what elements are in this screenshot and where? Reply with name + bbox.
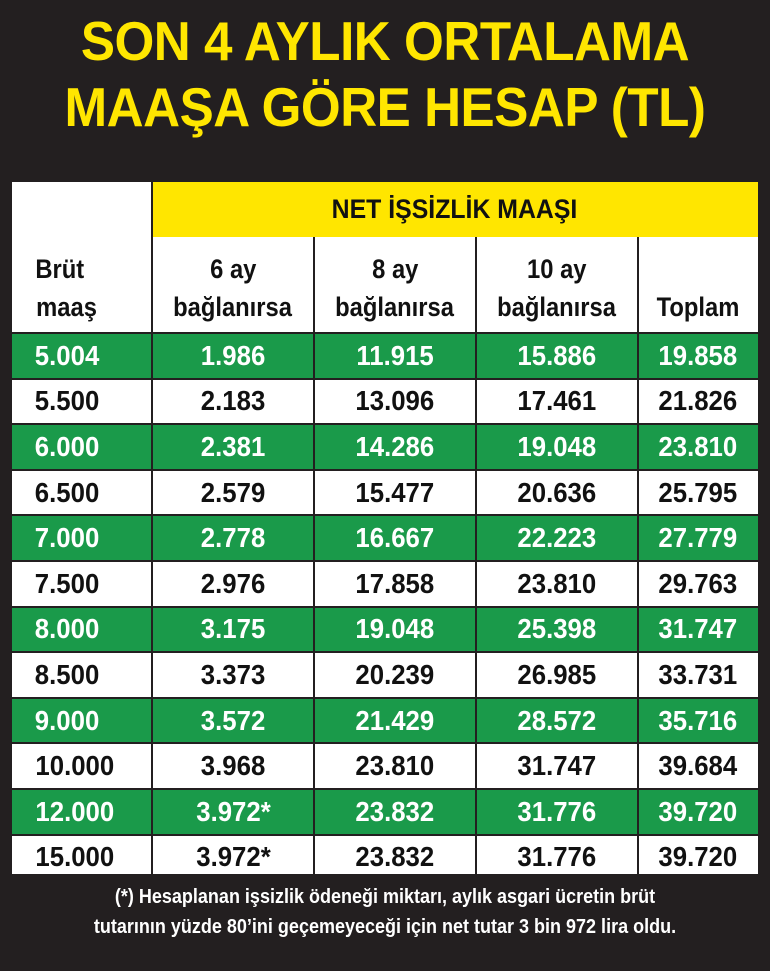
eight-month-cell: 17.858: [355, 567, 435, 599]
brut-salary-cell: 6.500: [34, 476, 100, 508]
total-cell: 31.747: [658, 613, 738, 645]
eight-month-cell: 23.832: [355, 841, 435, 873]
total-cell: 35.716: [658, 704, 738, 736]
total-cell: 33.731: [658, 658, 738, 690]
ten-month-cell: 15.886: [517, 339, 597, 371]
ten-month-cell: 31.776: [517, 795, 597, 827]
brut-salary-cell: 7.000: [34, 522, 100, 554]
table-row: 8.500 3.373 20.239 26.985 33.731: [12, 653, 758, 699]
column-header-brut: Brüt maaş: [35, 254, 97, 322]
ten-month-cell: 25.398: [517, 613, 597, 645]
footnote-line-2: tutarının yüzde 80’ini geçemeyeceği için…: [93, 916, 677, 938]
brut-salary-cell: 9.000: [34, 704, 100, 736]
table-row: 10.000 3.968 23.810 31.747 39.684: [12, 744, 758, 790]
six-month-cell: 3.968: [200, 750, 266, 782]
column-divider: [151, 182, 153, 874]
eight-month-cell: 20.239: [355, 658, 435, 690]
table-row: 12.000 3.972* 23.832 31.776 39.720: [12, 789, 758, 836]
eight-month-cell: 21.429: [355, 704, 435, 736]
six-month-cell: 3.373: [200, 658, 266, 690]
table-row: 7.000 2.778 16.667 22.223 27.779: [12, 516, 758, 562]
ten-month-cell: 17.461: [517, 385, 597, 417]
six-month-cell: 2.778: [200, 522, 266, 554]
brut-salary-cell: 12.000: [35, 795, 115, 827]
six-month-cell: 2.183: [200, 385, 266, 417]
header-divider: [12, 332, 758, 334]
eight-month-cell: 14.286: [355, 430, 435, 462]
column-header-6-months: 6 ay bağlanırsa: [173, 254, 293, 322]
table-row: 9.000 3.572 21.429 28.572 35.716: [12, 698, 758, 745]
brut-salary-cell: 15.000: [35, 841, 115, 873]
table-row: 8.000 3.175 19.048 25.398 31.747: [12, 607, 758, 654]
table-row: 15.000 3.972* 23.832 31.776 39.720: [12, 836, 758, 882]
column-divider: [475, 237, 477, 874]
table-row: 6.000 2.381 14.286 19.048 23.810: [12, 425, 758, 471]
six-month-cell: 3.572: [200, 704, 266, 736]
six-month-cell: 2.976: [200, 567, 266, 599]
page-title: SON 4 AYLIK ORTALAMA MAAŞA GÖRE HESAP (T…: [27, 8, 743, 140]
total-cell: 19.858: [658, 339, 738, 371]
eight-month-cell: 15.477: [355, 476, 435, 508]
brut-salary-cell: 8.500: [34, 658, 100, 690]
total-cell: 39.720: [658, 795, 738, 827]
six-month-cell: 1.986: [200, 339, 266, 371]
brut-salary-cell: 7.500: [34, 567, 100, 599]
brut-salary-cell: 8.000: [34, 613, 100, 645]
total-cell: 27.779: [658, 522, 738, 554]
footnote: (*) Hesaplanan işsizlik ödeneği miktarı,…: [0, 882, 770, 942]
title-line-1: SON 4 AYLIK ORTALAMA: [80, 10, 690, 72]
eight-month-cell: 13.096: [355, 385, 435, 417]
six-month-cell: 3.175: [200, 613, 266, 645]
eight-month-cell: 16.667: [355, 522, 435, 554]
total-cell: 29.763: [658, 567, 738, 599]
table-row: 6.500 2.579 15.477 20.636 25.795: [12, 471, 758, 517]
salary-table: NET İŞSİZLİK MAAŞI Brüt maaş 6 ay bağlan…: [12, 182, 758, 882]
ten-month-cell: 23.810: [517, 567, 597, 599]
six-month-cell: 2.381: [200, 430, 266, 462]
brut-salary-cell: 5.004: [34, 339, 100, 371]
footnote-line-1: (*) Hesaplanan işsizlik ödeneği miktarı,…: [114, 886, 656, 908]
total-cell: 23.810: [658, 430, 738, 462]
total-cell: 21.826: [658, 385, 738, 417]
column-header-8-months: 8 ay bağlanırsa: [335, 254, 455, 322]
column-divider: [637, 237, 639, 874]
six-month-cell: 2.579: [200, 476, 266, 508]
net-unemployment-header: NET İŞSİZLİK MAAŞI: [152, 182, 758, 237]
eight-month-cell: 23.810: [355, 750, 435, 782]
eight-month-cell: 11.915: [356, 339, 434, 371]
ten-month-cell: 28.572: [517, 704, 597, 736]
ten-month-cell: 31.776: [517, 841, 597, 873]
ten-month-cell: 22.223: [517, 522, 597, 554]
brut-salary-cell: 5.500: [34, 385, 100, 417]
table-body: 5.004 1.986 11.915 15.886 19.858 5.500 2.183 13…: [12, 334, 758, 882]
title-line-2: MAAŞA GÖRE HESAP (TL): [64, 76, 706, 138]
table-row: 5.004 1.986 11.915 15.886 19.858: [12, 334, 758, 380]
column-divider: [313, 237, 315, 874]
brut-salary-cell: 6.000: [34, 430, 100, 462]
ten-month-cell: 20.636: [517, 476, 597, 508]
column-header-10-months: 10 ay bağlanırsa: [497, 254, 617, 322]
table-row: 7.500 2.976 17.858 23.810 29.763: [12, 562, 758, 608]
eight-month-cell: 19.048: [355, 613, 435, 645]
six-month-cell: 3.972*: [195, 795, 271, 827]
six-month-cell: 3.972*: [195, 841, 271, 873]
table-row: 5.500 2.183 13.096 17.461 21.826: [12, 380, 758, 426]
ten-month-cell: 31.747: [517, 750, 597, 782]
ten-month-cell: 26.985: [517, 658, 597, 690]
total-cell: 39.720: [658, 841, 738, 873]
total-cell: 39.684: [658, 750, 738, 782]
eight-month-cell: 23.832: [355, 795, 435, 827]
column-header-total: Toplam: [656, 292, 740, 322]
brut-salary-cell: 10.000: [35, 750, 115, 782]
ten-month-cell: 19.048: [517, 430, 597, 462]
total-cell: 25.795: [658, 476, 738, 508]
